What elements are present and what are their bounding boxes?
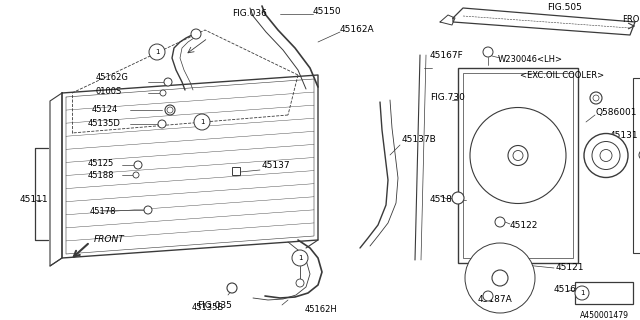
Circle shape [513, 150, 523, 161]
Circle shape [492, 270, 508, 286]
Circle shape [592, 141, 620, 170]
Circle shape [149, 44, 165, 60]
Text: W230046<LH>: W230046<LH> [498, 55, 563, 65]
Text: 45162G: 45162G [96, 74, 129, 83]
Circle shape [165, 105, 175, 115]
Circle shape [292, 250, 308, 266]
Bar [463, 73, 573, 258]
Text: W170064: W170064 [594, 287, 634, 297]
Circle shape [483, 47, 493, 57]
Text: 45185: 45185 [430, 196, 459, 204]
Text: 45124: 45124 [92, 106, 118, 115]
Circle shape [158, 120, 166, 128]
Circle shape [160, 90, 166, 96]
Circle shape [470, 108, 566, 204]
Circle shape [191, 29, 201, 39]
Circle shape [227, 283, 237, 293]
Text: 45167G: 45167G [554, 285, 589, 294]
Text: FRONT: FRONT [622, 15, 640, 25]
Circle shape [164, 78, 172, 86]
Bar [633, 78, 640, 253]
Circle shape [508, 146, 528, 165]
Circle shape [134, 161, 142, 169]
Text: FIG.035: FIG.035 [197, 300, 232, 309]
Bar [458, 68, 578, 263]
Text: 45188: 45188 [88, 171, 115, 180]
Text: 45150: 45150 [313, 7, 342, 17]
Circle shape [167, 107, 173, 113]
Text: 45162H: 45162H [305, 306, 338, 315]
Text: 45178: 45178 [90, 207, 116, 217]
Text: 45187A: 45187A [478, 295, 513, 305]
Circle shape [133, 172, 139, 178]
Text: A450001479: A450001479 [580, 311, 629, 320]
Text: <EXC.OIL COOLER>: <EXC.OIL COOLER> [520, 71, 604, 81]
Text: 45137B: 45137B [402, 135, 436, 145]
Circle shape [593, 95, 599, 101]
Text: 45121: 45121 [556, 262, 584, 271]
Text: 45122: 45122 [510, 220, 538, 229]
Text: 45135B: 45135B [192, 303, 224, 313]
Circle shape [495, 217, 505, 227]
Circle shape [600, 149, 612, 162]
Bar [232, 167, 240, 175]
Text: 45167F: 45167F [430, 51, 464, 60]
Text: 45131: 45131 [610, 131, 639, 140]
Text: FIG.036: FIG.036 [232, 10, 267, 19]
Bar [575, 282, 633, 304]
Text: 45111: 45111 [20, 196, 49, 204]
Text: 45162A: 45162A [340, 26, 374, 35]
Circle shape [639, 150, 640, 160]
Circle shape [452, 192, 464, 204]
Circle shape [590, 92, 602, 104]
Text: 1: 1 [155, 49, 159, 55]
Circle shape [483, 291, 493, 301]
Text: FIG.730: FIG.730 [430, 93, 465, 102]
Text: 45125: 45125 [88, 159, 115, 169]
Circle shape [194, 114, 210, 130]
Text: FRONT: FRONT [94, 236, 125, 244]
Text: 1: 1 [200, 119, 204, 125]
Circle shape [465, 243, 535, 313]
Text: 45137: 45137 [262, 161, 291, 170]
Text: 1: 1 [580, 290, 584, 296]
Text: 0100S: 0100S [96, 87, 122, 97]
Text: FIG.505: FIG.505 [547, 4, 582, 12]
Circle shape [144, 206, 152, 214]
Text: 1: 1 [298, 255, 302, 261]
Text: Q586001: Q586001 [596, 108, 637, 116]
Circle shape [296, 279, 304, 287]
Circle shape [575, 286, 589, 300]
Circle shape [584, 133, 628, 178]
Text: 45135D: 45135D [88, 119, 121, 129]
